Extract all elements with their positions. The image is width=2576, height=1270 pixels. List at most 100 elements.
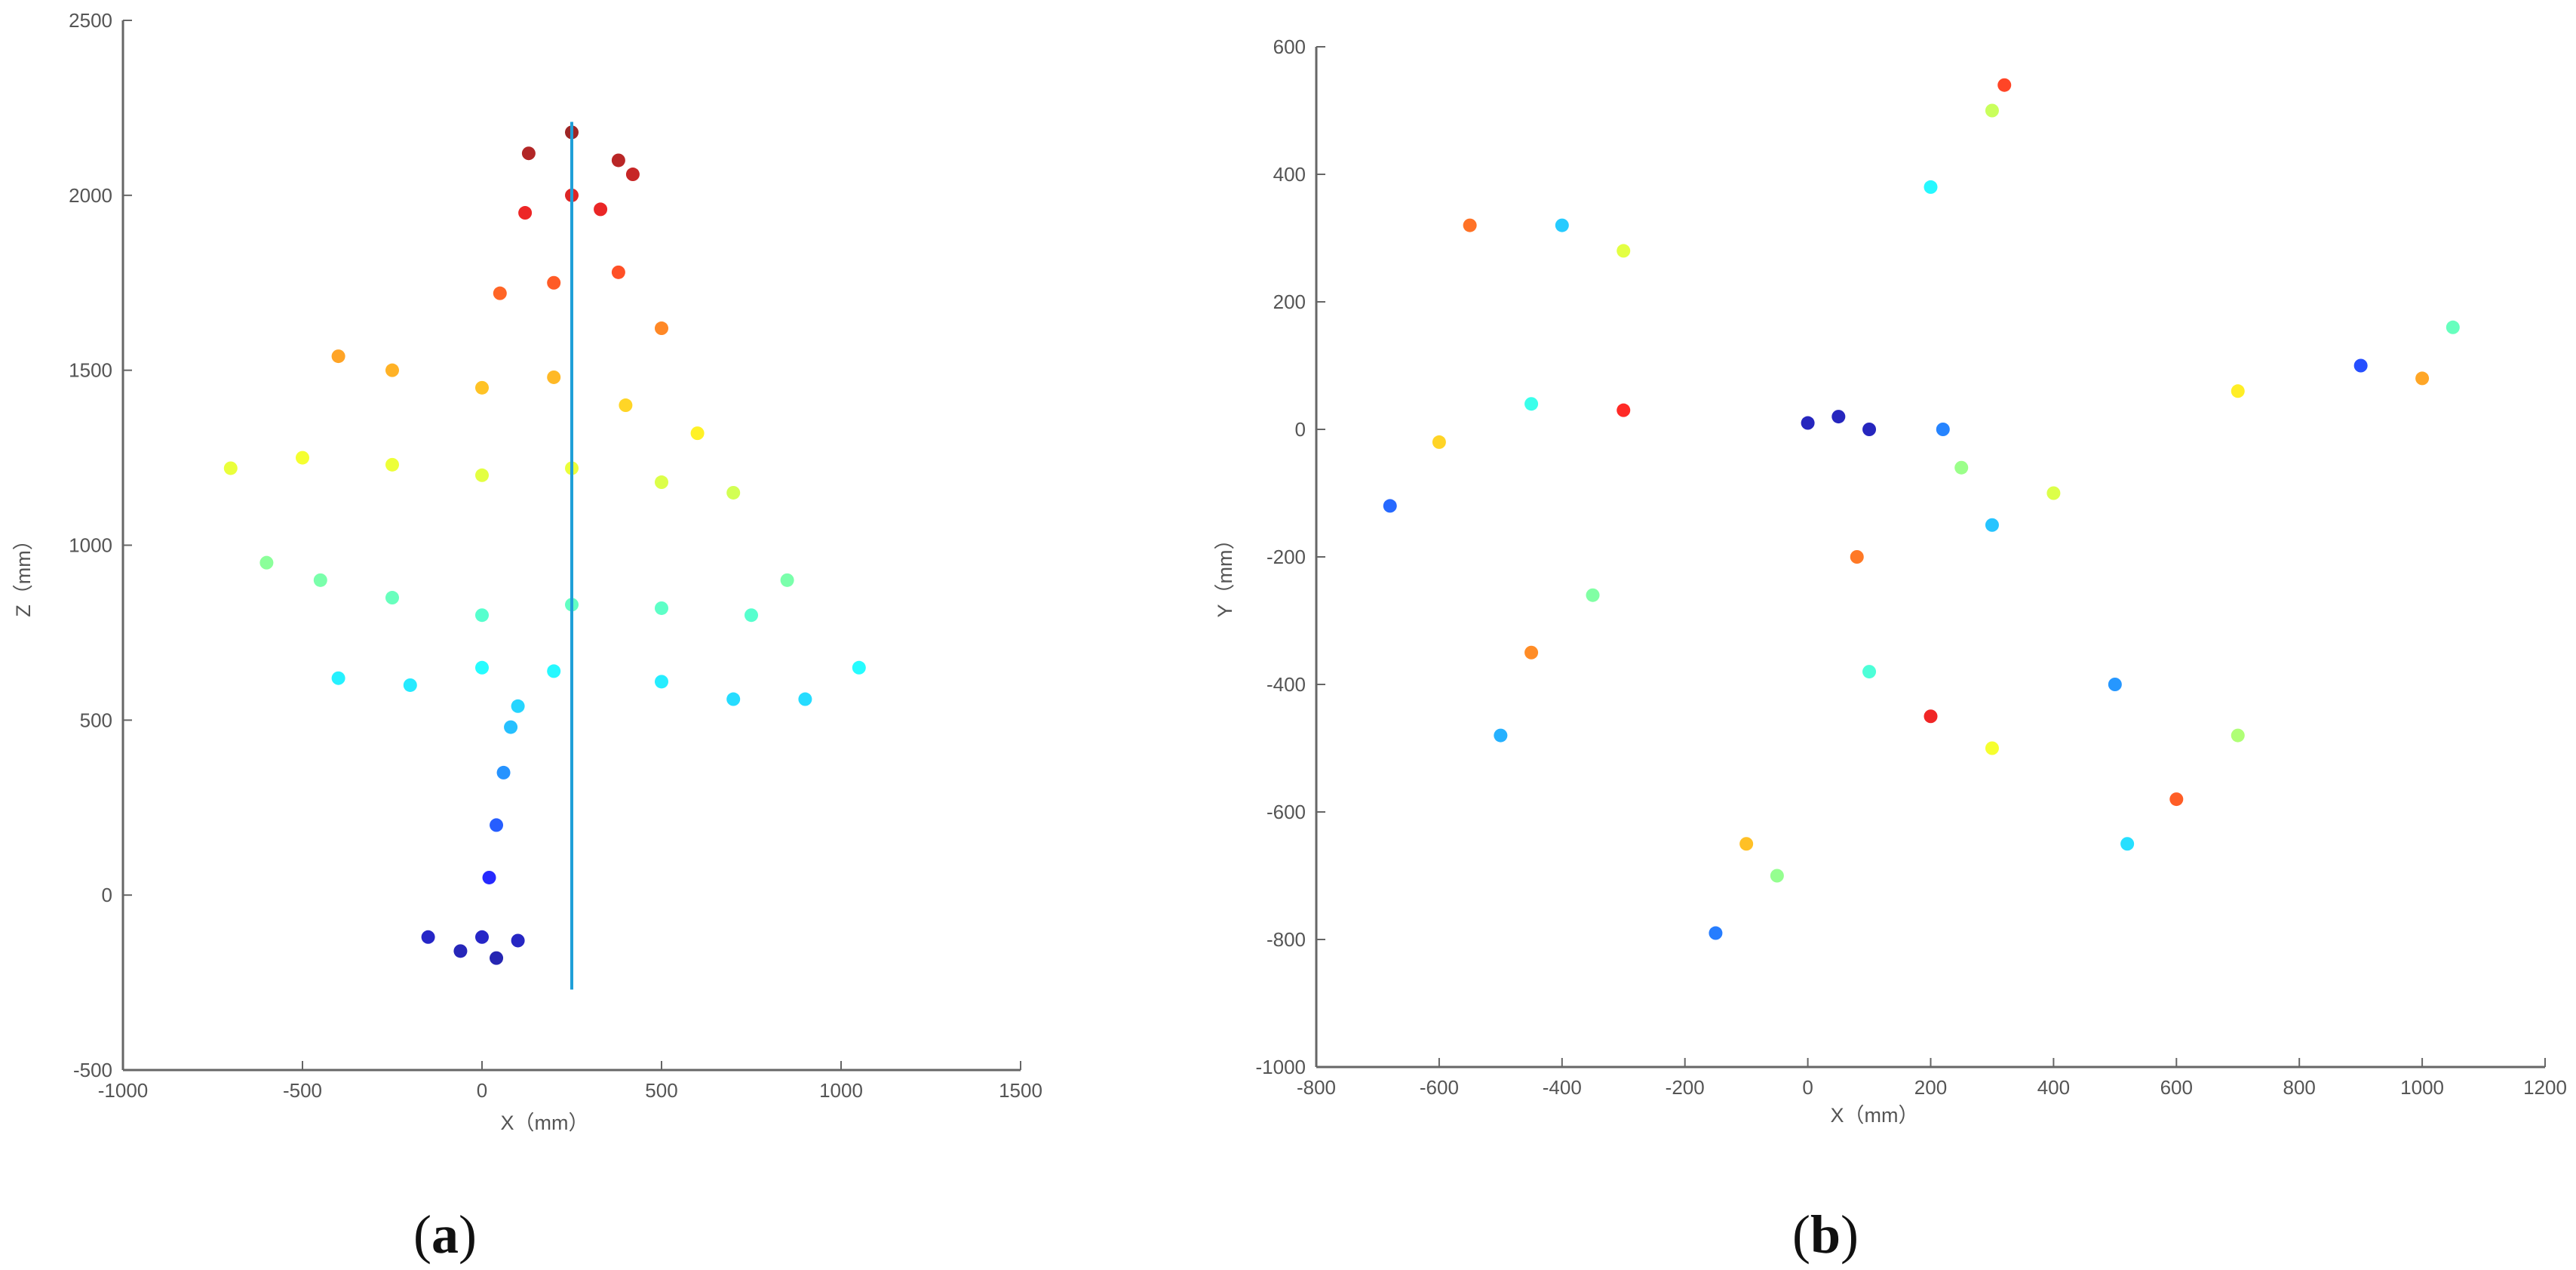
chart-a-point xyxy=(313,573,327,587)
chart-b-point xyxy=(1985,741,1999,755)
chart-b-x-tick-label: 800 xyxy=(2283,1076,2316,1099)
chart-a-point xyxy=(690,426,705,441)
chart-a-point xyxy=(259,555,274,570)
chart-b-point xyxy=(2108,678,2122,691)
chart-b-x-tick-label: -400 xyxy=(1543,1076,1582,1099)
chart-a-y-tick-label: 500 xyxy=(80,709,112,731)
chart-a-y-tick-label: 2500 xyxy=(69,9,112,32)
chart-a-point xyxy=(496,765,511,780)
chart-a-x-tick-label: 1000 xyxy=(819,1079,863,1102)
chart-b: -800 -600 -400 -200 0 200 400 600 800 1000 1200 -1… xyxy=(1214,35,2567,1265)
chart-a-point xyxy=(385,457,399,472)
chart-b-point xyxy=(1770,869,1784,883)
chart-b-point xyxy=(1997,78,2012,92)
chart-a-points xyxy=(223,125,866,965)
chart-a-point xyxy=(655,601,668,615)
chart-b-point xyxy=(1494,728,1508,743)
chart-b-x-axis-label: X（mm） xyxy=(1831,1104,1919,1127)
chart-a-point xyxy=(547,275,561,290)
chart-b-x-tick-label: 0 xyxy=(1802,1076,1813,1099)
chart-b-point xyxy=(2046,486,2061,500)
chart-b-y-tick-label: -800 xyxy=(1267,928,1306,951)
chart-b-x-tick-label: -800 xyxy=(1297,1076,1336,1099)
chart-b-point xyxy=(2120,837,2135,851)
chart-a-point xyxy=(475,660,489,675)
chart-a-point xyxy=(504,720,518,734)
chart-b-point xyxy=(1801,416,1815,430)
chart-a-point xyxy=(511,699,525,713)
chart-b-point xyxy=(1862,423,1877,436)
chart-b-point xyxy=(1432,435,1446,449)
chart-b-x-tick-label: -600 xyxy=(1420,1076,1459,1099)
chart-a-point xyxy=(655,475,668,490)
chart-b-point xyxy=(1524,397,1539,411)
chart-a-point xyxy=(611,265,625,279)
chart-a-point xyxy=(655,321,668,336)
chart-b-point xyxy=(1985,103,1999,118)
chart-b-x-tick-label: 1000 xyxy=(2400,1076,2444,1099)
chart-b-point xyxy=(2231,728,2245,743)
chart-b-point xyxy=(1985,518,1999,532)
chart-a-point xyxy=(403,678,417,692)
chart-a-point xyxy=(223,461,238,475)
chart-b-panel-label: (b) xyxy=(1792,1204,1859,1265)
chart-b-y-tick-label: 200 xyxy=(1273,291,1306,313)
chart-a-point xyxy=(511,933,525,948)
chart-b-point xyxy=(1463,218,1477,232)
chart-b-y-tick-label: -400 xyxy=(1267,673,1306,696)
chart-a-point xyxy=(490,951,504,965)
chart-a-x-tick-label: 0 xyxy=(477,1079,487,1102)
chart-b-point xyxy=(1954,460,1969,475)
chart-b-point xyxy=(2231,384,2245,398)
chart-a-panel-label: (a) xyxy=(413,1204,477,1265)
chart-a-point xyxy=(475,380,489,395)
chart-a-point xyxy=(331,671,345,685)
chart-b-point xyxy=(2353,358,2368,373)
chart-a-point xyxy=(619,398,633,413)
chart-a-point xyxy=(521,146,536,161)
chart-a-point xyxy=(594,202,608,217)
chart-a-point xyxy=(547,370,561,384)
chart-b-point xyxy=(1617,403,1631,417)
chart-a-point xyxy=(482,870,496,884)
chart-a-point xyxy=(518,206,533,220)
chart-a-point xyxy=(726,485,741,500)
chart-a-point xyxy=(453,944,468,958)
chart-b-point xyxy=(1709,926,1723,940)
chart-a-y-tick-label: 1000 xyxy=(69,534,112,557)
chart-a-x-tick-label: -1000 xyxy=(98,1079,149,1102)
chart-a-point xyxy=(493,286,507,300)
chart-a-y-axis-label: Z（mm） xyxy=(12,530,35,617)
chart-b-y-tick-label: -1000 xyxy=(1256,1056,1306,1078)
chart-b-point xyxy=(1850,550,1864,564)
chart-a-x-ticks: -1000 -500 0 500 1000 1500 xyxy=(98,1061,1042,1102)
chart-a-y-tick-label: 0 xyxy=(102,884,112,906)
chart-b-point xyxy=(2169,792,2184,807)
chart-b-panel-letter: b xyxy=(1810,1204,1841,1265)
chart-b-x-tick-label: -200 xyxy=(1666,1076,1705,1099)
chart-b-point xyxy=(1555,218,1569,232)
chart-b-point xyxy=(1524,645,1539,660)
chart-a-x-tick-label: 1500 xyxy=(999,1079,1042,1102)
chart-b-y-tick-label: 400 xyxy=(1273,163,1306,186)
chart-b-point xyxy=(1924,180,1938,194)
chart-a-y-tick-label: 1500 xyxy=(69,359,112,382)
chart-b-point xyxy=(1831,410,1846,424)
chart-b-y-axis-label: Y（mm） xyxy=(1214,530,1236,618)
chart-b-y-tick-label: 600 xyxy=(1273,35,1306,58)
chart-b-point xyxy=(1862,665,1877,679)
chart-a-point xyxy=(490,818,504,832)
chart-b-point xyxy=(2415,371,2430,386)
chart-b-point xyxy=(1936,423,1950,436)
chart-a-x-tick-label: -500 xyxy=(283,1079,322,1102)
chart-a-point xyxy=(852,660,866,675)
chart-a-x-axis-label: X（mm） xyxy=(501,1112,589,1134)
chart-a-axes: -1000 -500 0 500 1000 1500 -50005001000150020… xyxy=(12,9,1042,1134)
chart-a-y-tick-label: -500 xyxy=(73,1059,112,1081)
chart-a-panel-letter: a xyxy=(431,1204,459,1265)
chart-a-point xyxy=(547,664,561,678)
chart-a-x-tick-label: 500 xyxy=(645,1079,677,1102)
chart-b-y-tick-label: -200 xyxy=(1267,546,1306,568)
chart-b-point xyxy=(1617,244,1631,258)
